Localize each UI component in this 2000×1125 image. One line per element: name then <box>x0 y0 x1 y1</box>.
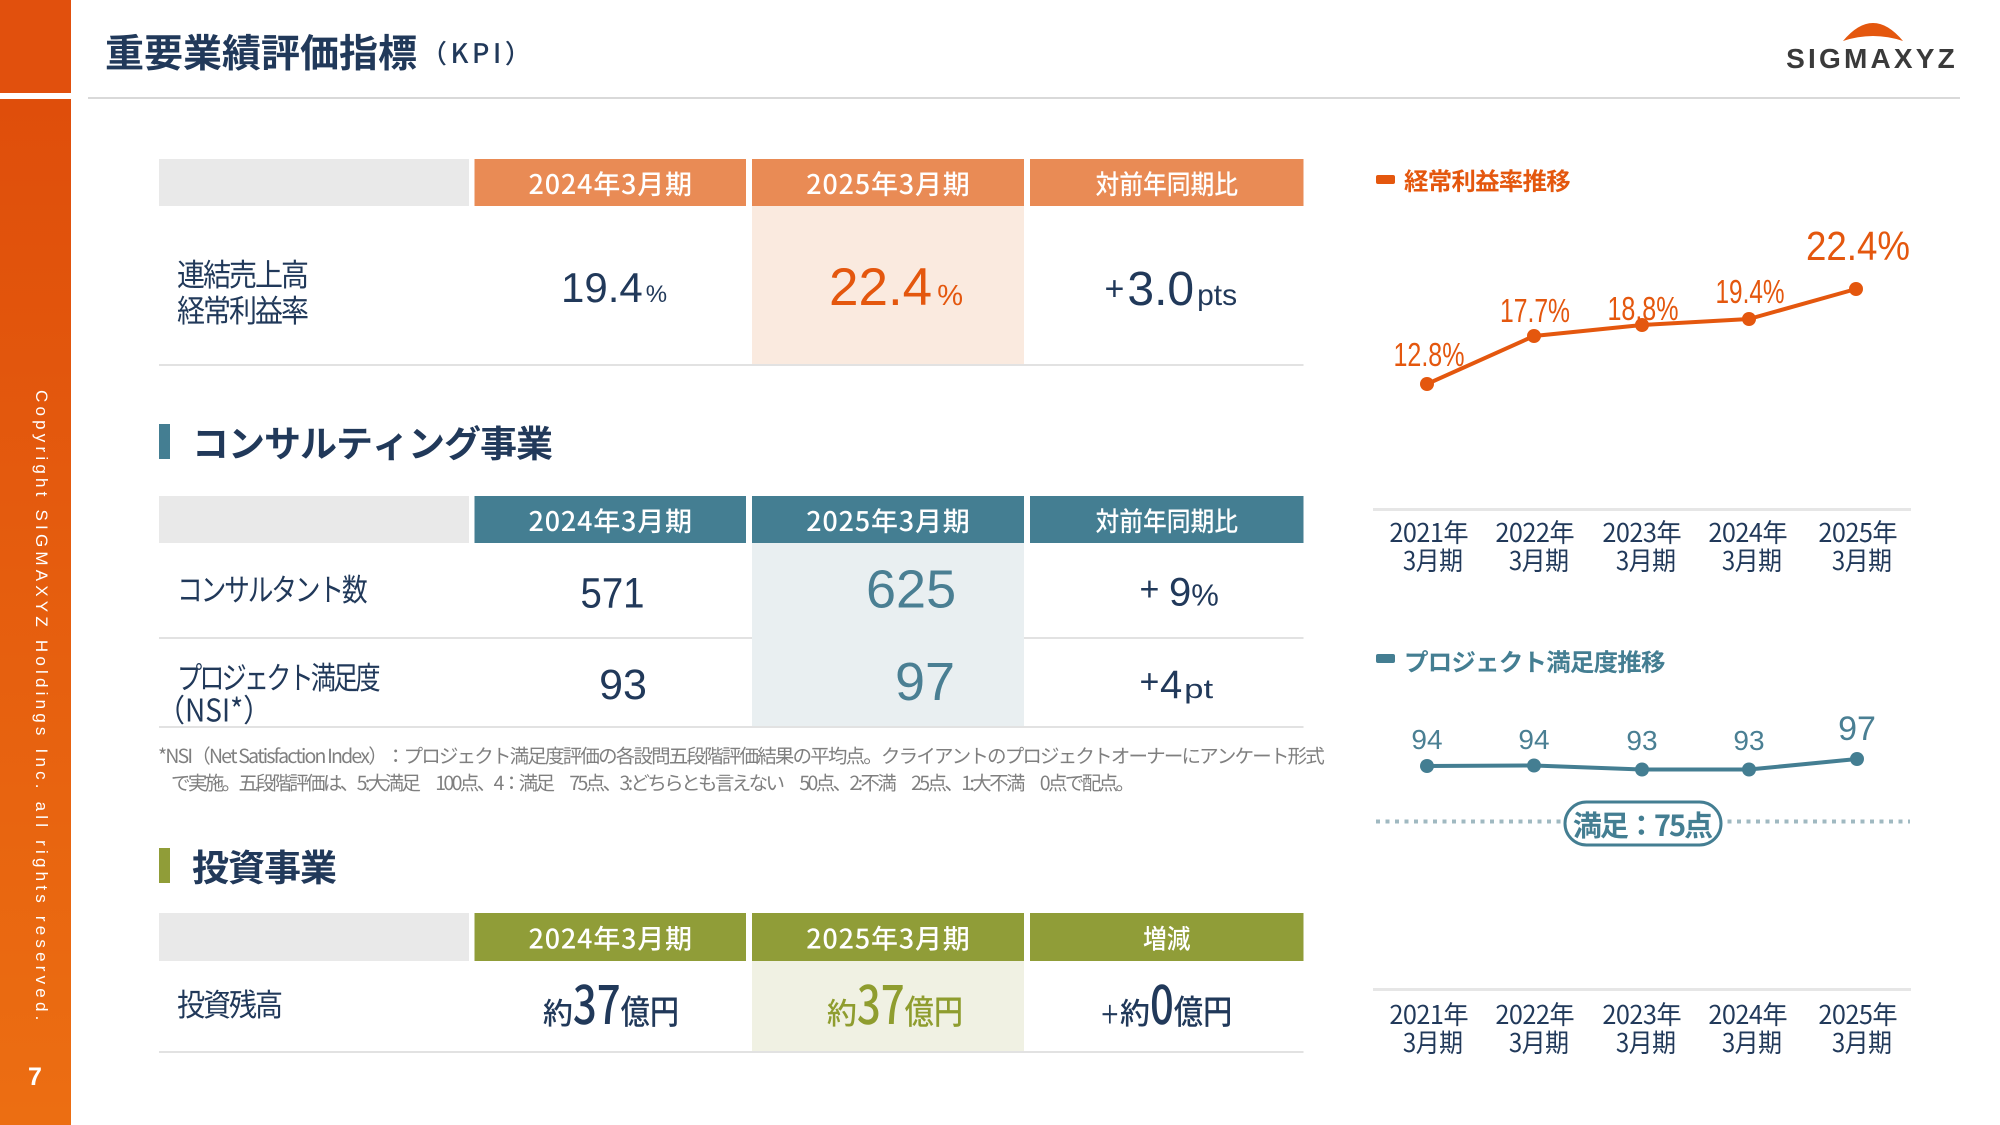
svg-text:97: 97 <box>1838 710 1876 748</box>
svg-text:Copyright SIGMAXYZ Holdings In: Copyright SIGMAXYZ Holdings Inc. all rig… <box>32 390 51 1025</box>
svg-text:93: 93 <box>599 661 647 709</box>
svg-text:4: 4 <box>1160 663 1182 707</box>
svg-text:19.4%: 19.4% <box>1716 273 1785 310</box>
svg-text:93: 93 <box>1733 725 1764 756</box>
svg-text:93: 93 <box>1626 725 1657 756</box>
svg-text:%: % <box>937 280 963 312</box>
svg-text:625: 625 <box>866 560 956 620</box>
svg-text:3.0: 3.0 <box>1127 263 1194 316</box>
svg-text:+: + <box>1140 663 1160 701</box>
svg-text:18.8%: 18.8% <box>1608 290 1679 327</box>
svg-text:94: 94 <box>1411 724 1442 755</box>
svg-text:9: 9 <box>1169 571 1191 615</box>
svg-text:22.4%: 22.4% <box>1806 223 1910 269</box>
svg-text:22.4: 22.4 <box>829 258 932 317</box>
svg-text:pts: pts <box>1197 279 1237 312</box>
svg-text:+: + <box>1140 571 1160 609</box>
svg-text:94: 94 <box>1518 724 1549 755</box>
svg-text:%: % <box>1191 578 1219 613</box>
svg-text:pt: pt <box>1184 674 1214 704</box>
svg-text:+: + <box>1105 270 1125 308</box>
svg-text:97: 97 <box>895 652 955 712</box>
svg-text:17.7%: 17.7% <box>1500 292 1570 329</box>
svg-text:SIGMAXYZ: SIGMAXYZ <box>1786 43 1958 74</box>
svg-text:571: 571 <box>581 570 645 618</box>
svg-text:7: 7 <box>28 1063 42 1091</box>
svg-text:12.8%: 12.8% <box>1394 336 1465 373</box>
svg-text:%: % <box>646 281 667 308</box>
svg-text:19.4: 19.4 <box>561 264 643 311</box>
